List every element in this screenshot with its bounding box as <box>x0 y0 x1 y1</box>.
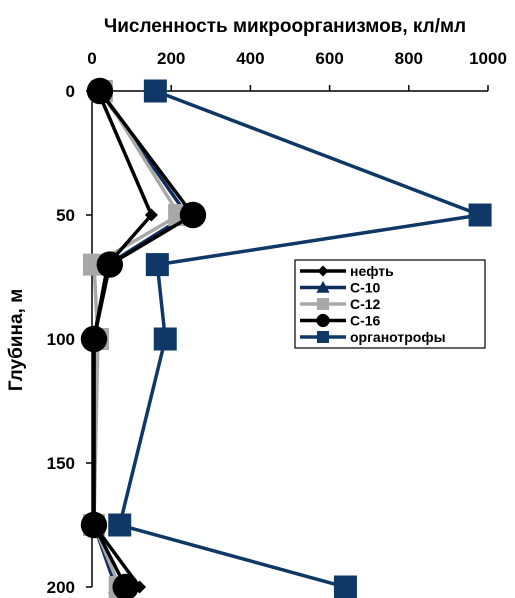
legend-label: нефть <box>350 263 394 279</box>
legend-item: С-16 <box>300 313 381 329</box>
x-tick-label: 0 <box>87 49 96 68</box>
legend-marker <box>317 265 329 277</box>
legend-label: С-12 <box>350 296 381 312</box>
legend-label: органотрофы <box>350 329 446 345</box>
legend-marker <box>316 313 330 328</box>
legend-item: С-10 <box>300 280 381 296</box>
legend-label: С-10 <box>350 280 381 296</box>
y-tick-label: 100 <box>47 330 75 349</box>
data-point <box>80 511 108 539</box>
y-tick-label: 50 <box>56 206 75 225</box>
data-point <box>112 573 139 598</box>
data-point <box>80 325 108 353</box>
x-tick-label: 800 <box>395 49 423 68</box>
data-point <box>145 253 169 277</box>
y-axis-title: Глубина, м <box>6 289 27 391</box>
series-line <box>117 89 482 589</box>
series-layer <box>80 77 492 598</box>
data-point <box>153 327 177 351</box>
legend-marker <box>317 298 329 310</box>
legend-label: С-16 <box>350 313 381 329</box>
series-3 <box>80 77 207 598</box>
y-tick-label: 150 <box>47 454 75 473</box>
x-tick-label: 1000 <box>469 49 507 68</box>
x-axis-title: Численность микроорганизмов, кл/мл <box>104 16 466 37</box>
legend-item: С-12 <box>300 296 381 312</box>
data-point <box>144 208 158 222</box>
data-point <box>179 201 207 229</box>
legend-item: органотрофы <box>300 329 446 345</box>
data-point <box>96 251 124 278</box>
series-4 <box>108 79 492 598</box>
data-point <box>143 79 167 103</box>
data-point <box>468 203 492 227</box>
data-point <box>86 77 114 105</box>
legend-item: нефть <box>300 263 394 279</box>
x-tick-label: 200 <box>157 49 185 68</box>
x-tick-label: 600 <box>315 49 343 68</box>
legend-marker <box>316 280 330 293</box>
data-point <box>108 513 132 537</box>
legend-marker <box>317 331 329 343</box>
y-tick-label: 0 <box>66 82 75 101</box>
data-point <box>333 575 357 598</box>
x-tick-label: 400 <box>236 49 264 68</box>
axes: 0 200 400 600 800 1000 0 50 100 150 200 <box>47 49 507 597</box>
y-tick-label: 200 <box>47 578 75 597</box>
